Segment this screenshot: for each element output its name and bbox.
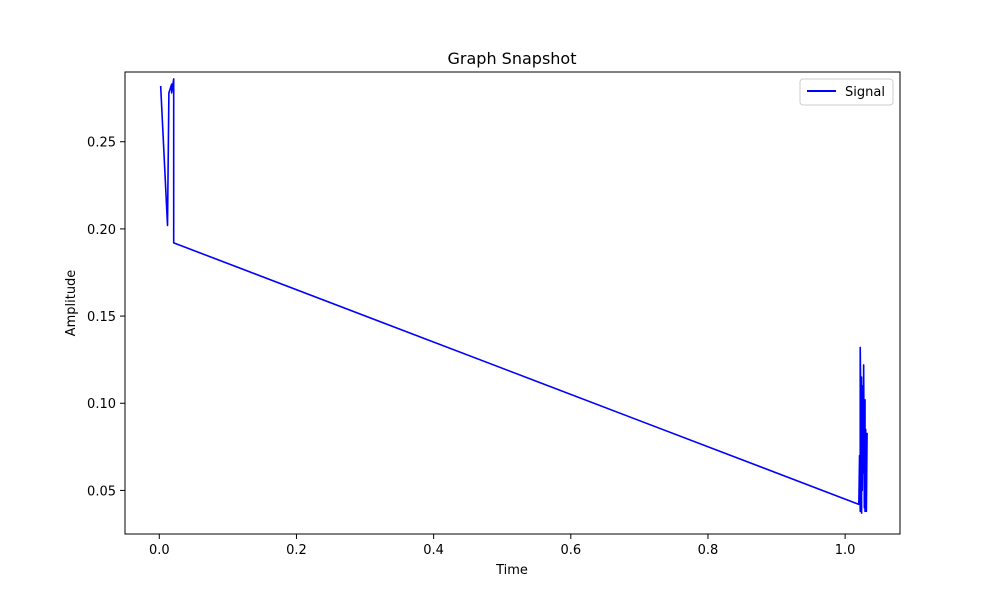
y-axis-ticks: 0.05 0.10 0.15 0.20 0.25: [87, 136, 125, 499]
x-tick-label: 0.6: [560, 543, 581, 558]
x-tick-label: 0.4: [423, 543, 444, 558]
chart-title: Graph Snapshot: [448, 49, 577, 68]
legend-label: Signal: [845, 85, 885, 100]
x-tick-label: 0.0: [149, 543, 170, 558]
y-tick-label: 0.20: [87, 223, 116, 238]
y-tick-label: 0.05: [87, 484, 116, 499]
y-tick-label: 0.10: [87, 397, 116, 412]
y-axis-label: Amplitude: [64, 270, 79, 337]
plot-frame: [124, 71, 901, 535]
series-line-signal: [159, 78, 868, 514]
x-tick-label: 1.0: [835, 543, 856, 558]
x-axis-ticks: 0.0 0.2 0.4 0.6 0.8 1.0: [149, 534, 856, 558]
plot-area: [125, 72, 900, 534]
y-tick-label: 0.25: [87, 136, 116, 151]
y-tick-label: 0.15: [87, 310, 116, 325]
x-tick-label: 0.2: [286, 543, 307, 558]
legend: Signal: [799, 78, 894, 106]
x-axis-label: Time: [495, 563, 528, 578]
series-layer: [159, 78, 868, 514]
legend-box: [799, 78, 894, 106]
x-tick-label: 0.8: [698, 543, 719, 558]
